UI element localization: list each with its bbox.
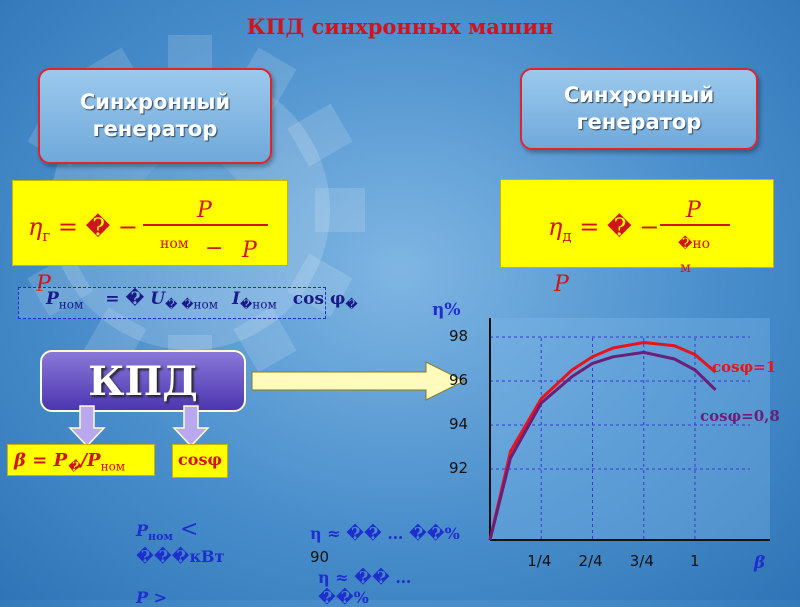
formula-left-fraction-line: [143, 224, 268, 226]
power-factor-box: cosφ: [172, 444, 228, 478]
formula-left-den-p: P: [242, 238, 257, 263]
formula-left-num: P: [197, 198, 212, 223]
page-title: КПД синхронных машин: [246, 14, 554, 39]
formula-right-fraction-line: [660, 224, 730, 226]
x-tick-label: 1/4: [527, 552, 552, 570]
y-axis-label: η%: [432, 300, 461, 320]
formula-left-den-sub: ном: [160, 236, 189, 252]
arrow-down-right-icon: [172, 405, 210, 448]
formula-right-den-sub1: �но: [678, 236, 711, 252]
series-line-1: [488, 341, 717, 541]
x-tick-label: 1: [690, 552, 700, 570]
y-tick-label: 96: [449, 371, 469, 389]
formula-left-eq: = � −: [57, 213, 138, 241]
rated-power-formula-text: Pном = � U� �ном I�ном cos φ�: [46, 289, 358, 312]
x-axis-label: β: [754, 553, 766, 573]
formula-right-eta-sub: д: [562, 226, 572, 245]
generator-box-left: Синхронный генератор: [38, 68, 272, 164]
formula-right-den-sub2: м: [680, 260, 691, 276]
formula-left-den-mid: −: [205, 236, 224, 261]
formula-left-eta-sub: г: [42, 226, 51, 245]
generator-box-left-line2: генератор: [92, 117, 218, 141]
efficiency-formula-right: [500, 179, 774, 268]
legend-series-2: cosφ=0,8: [700, 407, 780, 425]
y-tick-label: 98: [449, 327, 469, 345]
bottom-power-condition: Pном < ���кВт: [136, 517, 225, 567]
y-tick-label: 94: [449, 415, 469, 433]
series-line-2: [488, 350, 717, 541]
generator-box-right-line1: Синхронный: [563, 83, 715, 107]
x-tick-label: 3/4: [629, 552, 654, 570]
rated-power-formula: [18, 287, 326, 319]
bottom-power-condition-2: P >: [136, 588, 168, 607]
generator-box-right: Синхронный генератор: [520, 68, 758, 150]
bottom-efficiency-range-2: η ≈ �� …: [318, 568, 412, 587]
bottom-efficiency-range-2-pct: ��%: [318, 588, 369, 607]
generator-box-right-line2: генератор: [576, 110, 702, 134]
arrow-down-left-icon: [68, 405, 106, 448]
efficiency-label-box: КПД: [40, 350, 246, 412]
plot-area: [490, 318, 770, 540]
bottom-value-90: 90: [310, 548, 330, 566]
y-tick-label: 92: [449, 459, 469, 477]
legend-series-1: cosφ=1: [712, 358, 777, 376]
formula-left-eta: ηг = � −: [28, 213, 138, 245]
formula-right-eq: = � −: [579, 213, 660, 241]
formula-right-num: P: [686, 198, 701, 223]
formula-right-eta: ηд = � −: [548, 213, 660, 245]
load-factor-box: β = P�/Pном: [7, 444, 155, 476]
x-tick-label: 2/4: [578, 552, 603, 570]
formula-left-overflow-p: P: [36, 272, 51, 297]
generator-box-left-line1: Синхронный: [79, 90, 231, 114]
formula-right-overflow-p: P: [554, 272, 569, 297]
bottom-efficiency-range-1: η ≈ �� … ��%: [310, 524, 460, 543]
efficiency-formula-left: [12, 180, 288, 266]
arrow-right-icon: [251, 361, 466, 401]
